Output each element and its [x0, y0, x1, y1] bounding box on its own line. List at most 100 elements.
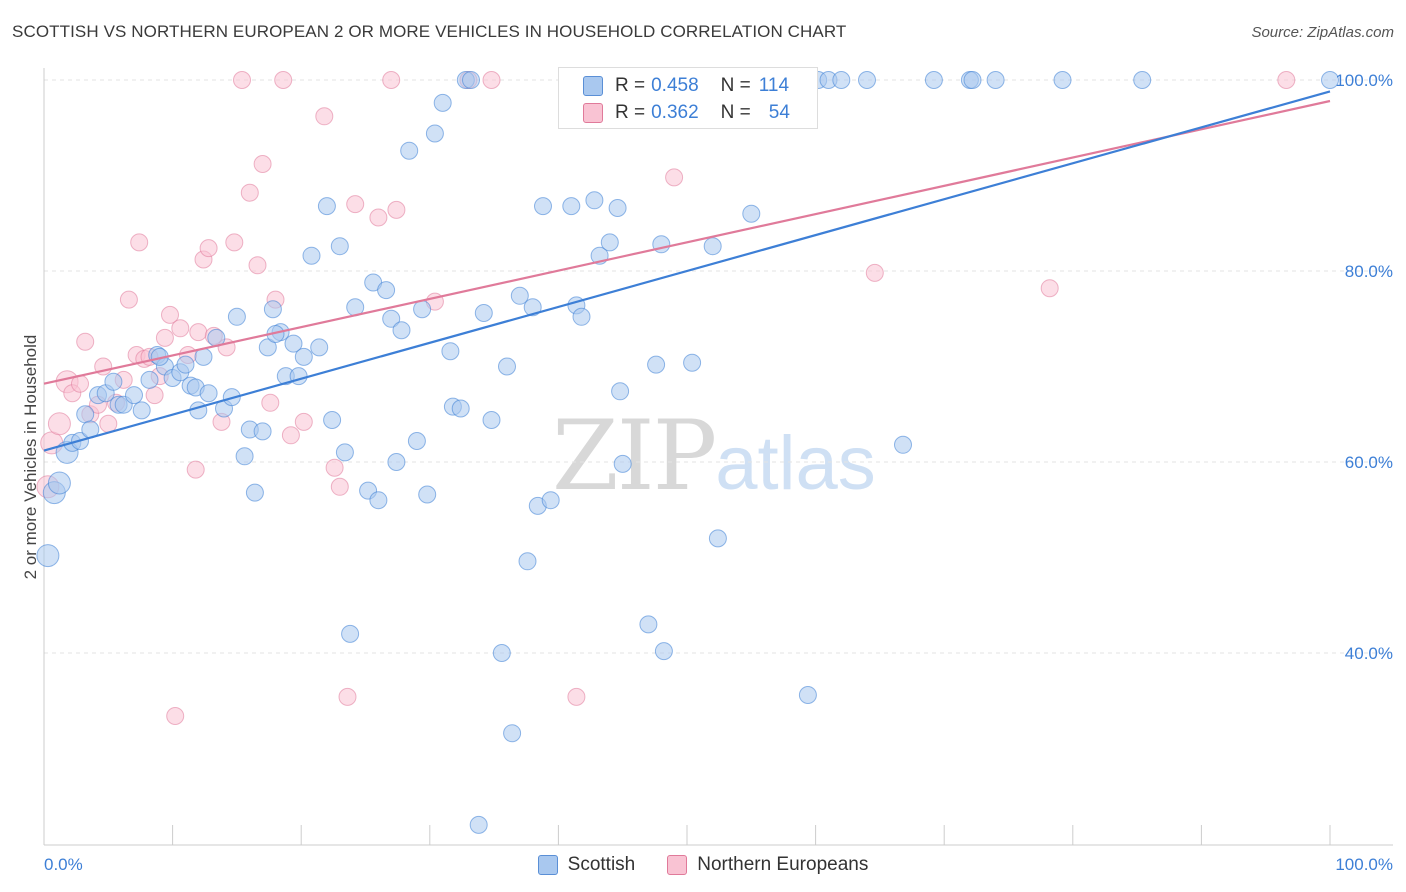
- scottish-point: [418, 485, 437, 504]
- northern-europeans-point: [294, 412, 313, 431]
- scottish-point: [413, 300, 432, 319]
- series-label-scottish: Scottish: [567, 854, 636, 875]
- northern-europeans-point: [315, 107, 334, 126]
- scottish-point: [433, 93, 452, 112]
- scottish-point: [369, 491, 388, 510]
- scottish-point: [407, 432, 426, 450]
- northern-europeans-point: [482, 71, 501, 89]
- northern-europeans-point: [261, 393, 280, 412]
- legend-row-northern: R = 0.362 N = 54: [583, 100, 790, 126]
- scottish-point: [323, 411, 342, 429]
- scottish-point: [492, 644, 511, 662]
- series-legend: Scottish Northern Europeans: [0, 851, 1406, 879]
- legend-n-label: N =: [720, 75, 751, 96]
- gridlines: [44, 79, 1393, 654]
- northern-europeans-point: [199, 239, 218, 258]
- scottish-point: [47, 471, 71, 495]
- northern-europeans-point: [338, 687, 357, 706]
- northern-europeans-point: [155, 328, 174, 347]
- scottish-point: [125, 386, 143, 405]
- scottish-point: [176, 355, 195, 374]
- scottish-point: [263, 300, 282, 319]
- legend-r-label: R =: [615, 102, 646, 123]
- series-label-northern: Northern Europeans: [697, 854, 869, 875]
- northern-europeans-point: [325, 458, 344, 477]
- northern-europeans-point: [1040, 279, 1059, 298]
- scottish-point: [572, 307, 591, 326]
- northern-europeans-trendline: [43, 99, 1331, 385]
- scottish-point: [613, 454, 632, 473]
- northern-europeans-point: [119, 290, 138, 309]
- scottish-point: [253, 422, 272, 441]
- series-legend-northern: Northern Europeans: [667, 854, 868, 876]
- scottish-point: [798, 686, 817, 704]
- watermark: ZIPatlas: [552, 400, 876, 512]
- scottish-point: [189, 401, 208, 420]
- northern-europeans-point: [161, 305, 179, 324]
- trendlines: [43, 90, 1331, 452]
- scottish-point: [924, 71, 943, 89]
- scottish-point: [518, 552, 537, 571]
- scottish-point: [441, 342, 460, 361]
- scottish-point: [986, 71, 1005, 89]
- northern-europeans-point: [253, 155, 272, 173]
- northern-europeans-point: [171, 319, 190, 338]
- northern-europeans-point: [233, 71, 251, 89]
- scottish-point: [894, 435, 912, 454]
- northern-europeans-point: [166, 707, 185, 725]
- source-credit: Source: ZipAtlas.com: [1251, 24, 1394, 41]
- scottish-point: [562, 197, 581, 216]
- scottish-point: [963, 71, 982, 89]
- scottish-point: [654, 642, 673, 661]
- northern-europeans-point: [248, 256, 267, 275]
- legend-n-label: N =: [720, 102, 751, 123]
- scottish-point: [317, 197, 336, 216]
- northern-europeans-point: [567, 687, 586, 706]
- scottish-point: [199, 384, 218, 403]
- scottish-point: [611, 382, 630, 401]
- northern-europeans-point: [387, 200, 406, 219]
- scottish-point: [683, 353, 702, 372]
- scottish-point: [36, 544, 60, 568]
- scottish-point: [392, 321, 411, 340]
- scottish-point: [245, 483, 264, 502]
- scottish-point: [703, 237, 722, 256]
- correlation-legend: R = 0.458 N = 114 R = 0.362 N = 54: [558, 67, 818, 129]
- series-swatch-scottish: [537, 855, 558, 875]
- legend-r-value: 0.362: [651, 102, 699, 123]
- scottish-point: [832, 71, 851, 89]
- northern-europeans-points: [36, 71, 1296, 725]
- watermark-atlas: atlas: [715, 421, 876, 506]
- scottish-point: [302, 246, 321, 265]
- scottish-point: [523, 298, 542, 317]
- scottish-point: [387, 453, 406, 471]
- series-legend-scottish: Scottish: [537, 854, 636, 876]
- scottish-point: [469, 815, 488, 834]
- scottish-point: [534, 197, 552, 216]
- northern-europeans-point: [665, 168, 684, 187]
- northern-europeans-point: [346, 195, 365, 214]
- scottish-point: [1133, 71, 1152, 89]
- northern-europeans-point: [369, 208, 388, 227]
- legend-swatch-scottish: [583, 76, 603, 96]
- scottish-point: [140, 370, 159, 389]
- legend-n-value: 54: [768, 102, 790, 123]
- northern-europeans-point: [225, 233, 244, 252]
- scottish-point: [104, 372, 123, 391]
- axes: [43, 68, 1393, 846]
- scottish-point: [335, 443, 354, 462]
- y-tick-label: 80.0%: [1345, 262, 1393, 281]
- northern-europeans-point: [99, 414, 118, 433]
- legend-row-scottish: R = 0.458 N = 114: [583, 73, 789, 99]
- scottish-point: [503, 724, 522, 743]
- legend-swatch-northern: [583, 103, 603, 123]
- scottish-point: [284, 334, 303, 353]
- scottish-point: [498, 357, 516, 376]
- scottish-point: [132, 401, 151, 420]
- northern-europeans-point: [189, 323, 208, 342]
- y-tick-label: 100.0%: [1335, 71, 1393, 90]
- series-swatch-northern: [667, 855, 688, 875]
- northern-europeans-point: [1277, 71, 1296, 89]
- northern-europeans-point: [186, 460, 205, 479]
